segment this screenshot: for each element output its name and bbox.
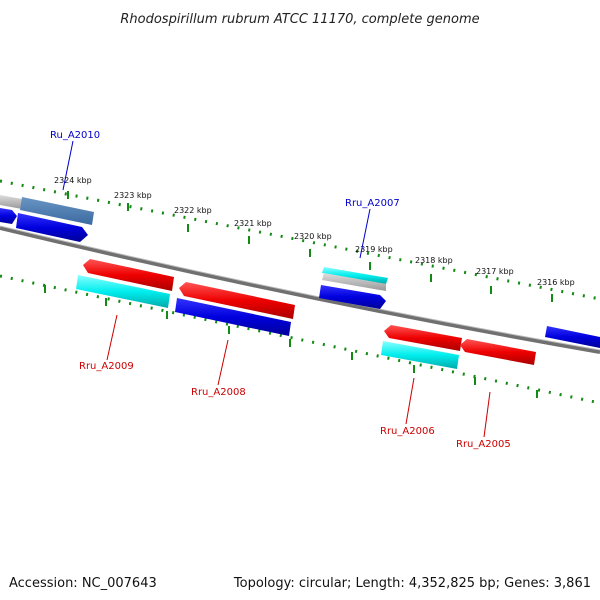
- tick-label: 2317 kbp: [476, 267, 514, 276]
- map-title: Rhodospirillum rubrum ATCC 11170, comple…: [120, 12, 479, 27]
- genome-backbone-highlight: [0, 225, 600, 351]
- reverse-major-ticks: [44, 285, 538, 398]
- gene-feature: [322, 267, 388, 291]
- tick-label: 2320 kbp: [294, 232, 332, 241]
- gene-feature: [460, 339, 536, 365]
- gene-feature: [0, 195, 22, 209]
- forward-major-ticks: [67, 191, 553, 302]
- gene-feature: [381, 341, 459, 369]
- gene-label: Rru_A2005: [456, 439, 511, 450]
- gene-feature: [83, 259, 174, 291]
- topology-text: Topology: circular; Length: 4,352,825 bp…: [233, 576, 591, 591]
- gene-feature: [319, 285, 386, 309]
- accession-text: Accession: NC_007643: [9, 576, 157, 591]
- tick-label: 2323 kbp: [114, 191, 152, 200]
- gene-feature: [20, 197, 94, 225]
- gene-feature: [179, 282, 295, 319]
- tick-label: 2319 kbp: [355, 245, 393, 254]
- tick-label: 2324 kbp: [54, 176, 92, 185]
- gene-label: Rru_A2008: [191, 387, 246, 398]
- gene-leader-lines: [62, 140, 491, 438]
- gene-feature: [0, 208, 17, 224]
- gene-label: Rru_A2007: [345, 198, 400, 209]
- tick-labels: 2324 kbp 2323 kbp 2322 kbp 2321 kbp 2320…: [54, 176, 575, 287]
- genome-backbone: [0, 226, 600, 354]
- gene-feature: [16, 213, 88, 242]
- gene-label: Ru_A2010: [50, 130, 100, 141]
- gene-feature: [384, 325, 462, 351]
- tick-label: 2318 kbp: [415, 256, 453, 265]
- gene-feature: [175, 298, 291, 336]
- tick-label: 2316 kbp: [537, 278, 575, 287]
- gene-label: Rru_A2006: [380, 426, 435, 437]
- tick-label: 2322 kbp: [174, 206, 212, 215]
- gene-feature: [76, 275, 170, 308]
- tick-label: 2321 kbp: [234, 219, 272, 228]
- gene-feature: [545, 326, 600, 348]
- gene-label: Rru_A2009: [79, 361, 134, 372]
- gene-labels: Ru_A2010 Rru_A2007 Rru_A2009 Rru_A2008 R…: [50, 130, 511, 450]
